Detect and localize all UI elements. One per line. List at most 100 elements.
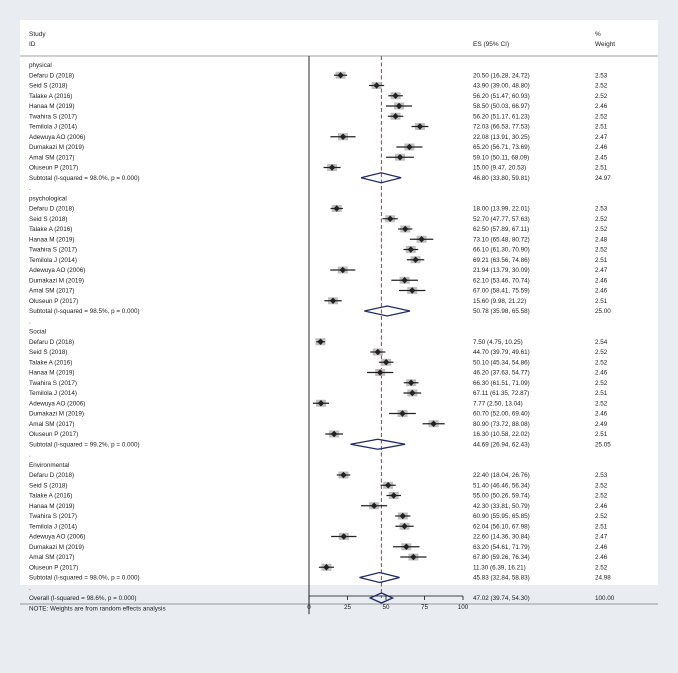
point-estimate [401,277,408,284]
point-estimate [333,205,340,212]
subtotal-es: 44.69 (26.94, 62.43) [473,441,530,448]
study-id: Seid S (2018) [29,482,68,489]
study-weight: 2.46 [595,103,608,110]
x-tick-label: 100 [458,604,469,611]
study-weight: 2.52 [595,113,608,120]
study-id: Seid S (2018) [29,349,68,356]
subtotal-diamond [364,305,411,317]
study-weight: 2.46 [595,554,608,561]
point-estimate [430,420,437,427]
point-estimate [328,164,336,171]
study-es: 51.40 (46.46, 56.34) [473,482,530,489]
study-id: Hanaa M (2019) [29,103,75,110]
point-estimate [407,246,414,253]
study-weight: 2.51 [595,298,608,305]
subtotal-label: Subtotal (I-squared = 98.0%, p = 0.000) [29,575,140,582]
study-weight: 2.52 [595,482,608,489]
study-weight: 2.47 [595,134,608,141]
point-estimate [408,287,416,294]
overall-weight: 100.00 [595,595,615,602]
study-es: 52.70 (47.77, 57.63) [473,216,530,223]
subtotal-label: Subtotal (I-squared = 98.0%, p = 0.000) [29,175,140,182]
study-id: Temilola J (2014) [29,124,77,131]
study-id: Defaru D (2018) [29,339,74,346]
point-estimate [384,482,392,489]
note-text: NOTE: Weights are from random effects an… [29,605,166,612]
group-spacer: . [29,185,31,192]
header-study: Study [29,31,46,38]
study-es: 56.20 (51.47, 60.93) [473,93,530,100]
study-es: 22.40 (18.04, 26.76) [473,472,530,479]
study-id: Oluseun P (2017) [29,564,78,571]
point-estimate [376,369,384,376]
study-id: Dumakazi M (2019) [29,144,84,151]
point-estimate [399,410,406,417]
point-estimate [416,123,424,130]
point-estimate [402,225,409,233]
study-weight: 2.52 [595,83,608,90]
study-weight: 2.53 [595,472,608,479]
study-weight: 2.49 [595,421,608,428]
point-estimate [374,348,382,356]
study-id: Twahira S (2017) [29,380,77,387]
study-weight: 2.46 [595,288,608,295]
point-estimate [329,297,337,304]
point-estimate [412,256,419,263]
study-weight: 2.46 [595,370,608,377]
point-estimate [373,82,380,89]
study-id: Talake A (2016) [29,226,72,233]
point-estimate [337,72,344,79]
point-estimate [399,512,406,520]
study-es: 60.70 (52.00, 69.40) [473,411,530,418]
study-weight: 2.52 [595,226,608,233]
point-estimate [407,379,415,386]
study-es: 67.80 (59.26, 76.34) [473,554,530,561]
point-estimate [386,215,394,222]
overall-spacer: . [29,585,31,592]
group-spacer: . [29,318,31,325]
group-name: Social [29,329,46,336]
study-es: 16.30 (10.58, 22.02) [473,431,530,438]
study-id: Temilola J (2014) [29,390,77,397]
study-weight: 2.46 [595,503,608,510]
study-id: Hanaa M (2019) [29,370,75,377]
study-id: Seid S (2018) [29,216,68,223]
point-estimate [418,236,425,243]
subtotal-diamond [360,172,402,184]
study-weight: 2.46 [595,544,608,551]
study-id: Twahira S (2017) [29,513,77,520]
point-estimate [339,266,346,274]
study-id: Dumakazi M (2019) [29,277,84,284]
point-estimate [406,143,413,151]
x-tick-label: 0 [307,604,311,611]
header-id: ID [29,41,36,48]
study-id: Adewuya AO (2006) [29,534,85,541]
study-es: 58.50 (50.03, 66.97) [473,103,530,110]
study-es: 62.04 (56.10, 67.98) [473,523,530,530]
subtotal-weight: 24.97 [595,175,611,182]
study-weight: 2.51 [595,431,608,438]
study-es: 11.30 (6.39, 16.21) [473,564,526,571]
study-weight: 2.46 [595,144,608,151]
study-es: 21.94 (13.79, 30.09) [473,267,530,274]
point-estimate [340,533,348,540]
study-es: 62.10 (53.46, 70.74) [473,277,530,284]
study-id: Dumakazi M (2019) [29,544,84,551]
study-id: Seid S (2018) [29,83,68,90]
study-es: 73.10 (65.48, 80.72) [473,236,530,243]
point-estimate [403,543,410,550]
study-weight: 2.52 [595,400,608,407]
study-es: 22.60 (14.36, 30.84) [473,534,530,541]
study-es: 65.20 (56.71, 73.69) [473,144,530,151]
point-estimate [401,523,408,530]
subtotal-label: Subtotal (I-squared = 99.2%, p = 0.000) [29,441,140,448]
group-name: psychological [29,195,67,202]
group-name: Environmental [29,462,69,469]
study-weight: 2.52 [595,493,608,500]
study-id: Adewuya AO (2006) [29,134,85,141]
study-id: Defaru D (2018) [29,472,74,479]
subtotal-weight: 24.98 [595,575,611,582]
study-es: 69.21 (63.56, 74.86) [473,257,530,264]
study-id: Temilola J (2014) [29,257,77,264]
study-id: Oluseun P (2017) [29,298,78,305]
